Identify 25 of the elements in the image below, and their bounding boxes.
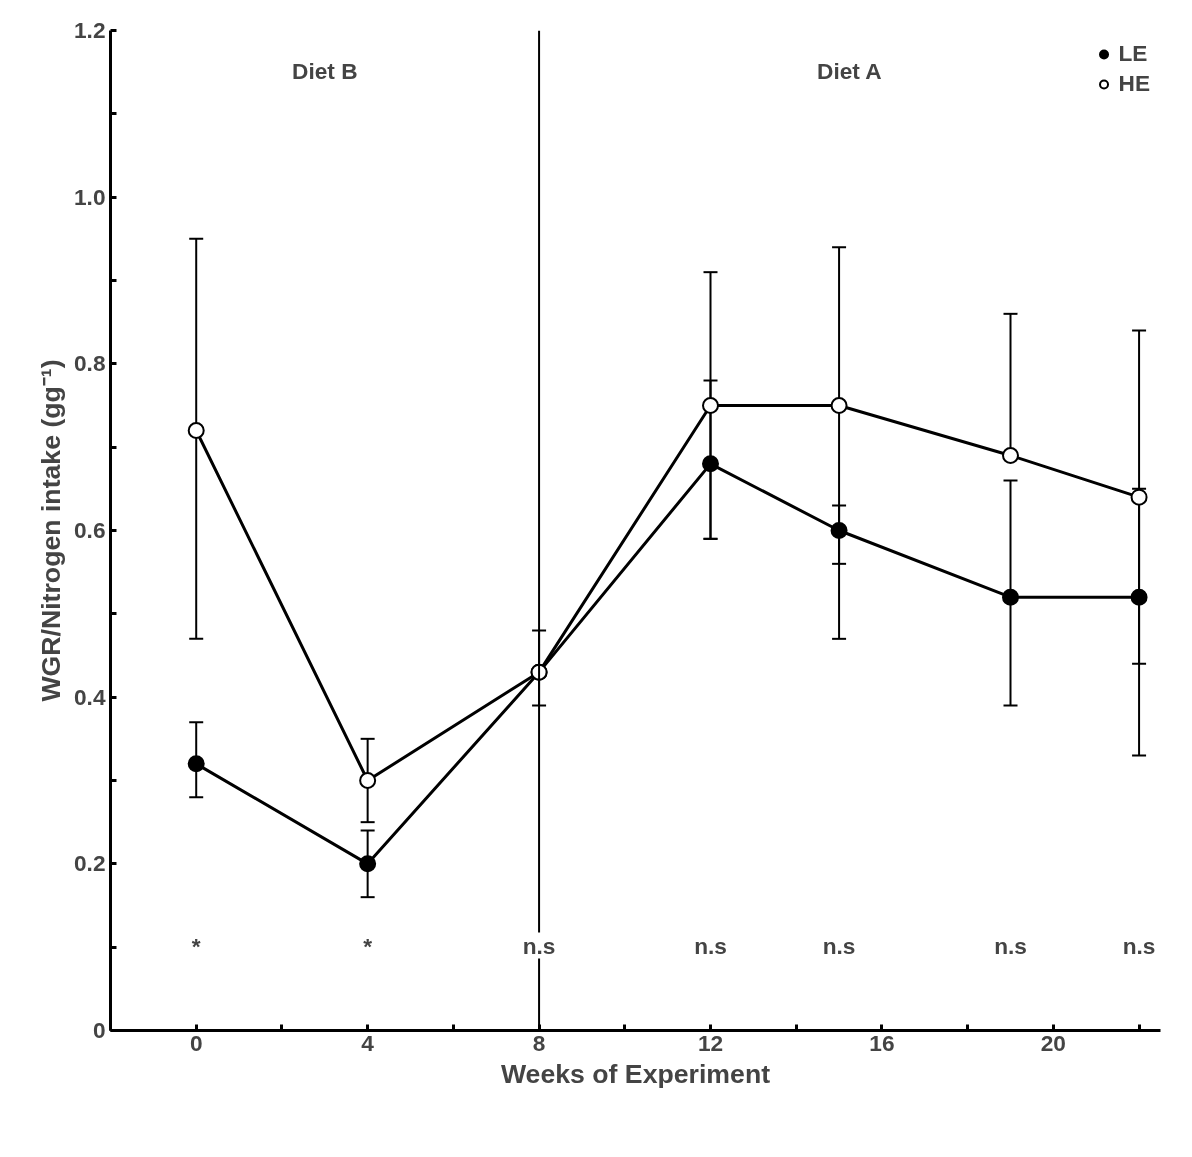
annotation: n.s — [522, 932, 556, 959]
y-tick-label: 0.8 — [74, 350, 106, 377]
x-tick-label: 8 — [532, 1029, 546, 1056]
legend-label: LE — [1118, 40, 1148, 67]
legend-label: HE — [1118, 70, 1150, 97]
annotation: n.s — [822, 932, 856, 959]
y-tick-label: 0.2 — [74, 850, 106, 877]
x-tick-label: 16 — [869, 1029, 895, 1056]
x-tick-label: 0 — [189, 1029, 203, 1056]
x-tick-label: 12 — [697, 1029, 724, 1056]
x-tick-label: 4 — [361, 1029, 375, 1056]
annotation: * — [363, 932, 373, 959]
y-tick-label: 1.0 — [74, 183, 106, 210]
annotation: n.s — [694, 932, 727, 959]
annotation: n.s — [994, 932, 1027, 959]
annotation: Diet A — [817, 57, 882, 84]
y-tick-label: 0.6 — [74, 517, 106, 543]
x-axis-title: Weeks of Experiment — [500, 1058, 771, 1089]
y-axis-title: WGR/Nitrogen intake (gg⁻¹) — [36, 359, 66, 702]
y-tick-label: 0.4 — [74, 683, 106, 710]
annotation: n.s — [1122, 932, 1156, 959]
y-tick-label: 1.2 — [74, 17, 106, 43]
annotation: * — [191, 932, 201, 959]
x-tick-label: 20 — [1040, 1029, 1066, 1056]
annotation: Diet B — [292, 57, 358, 84]
